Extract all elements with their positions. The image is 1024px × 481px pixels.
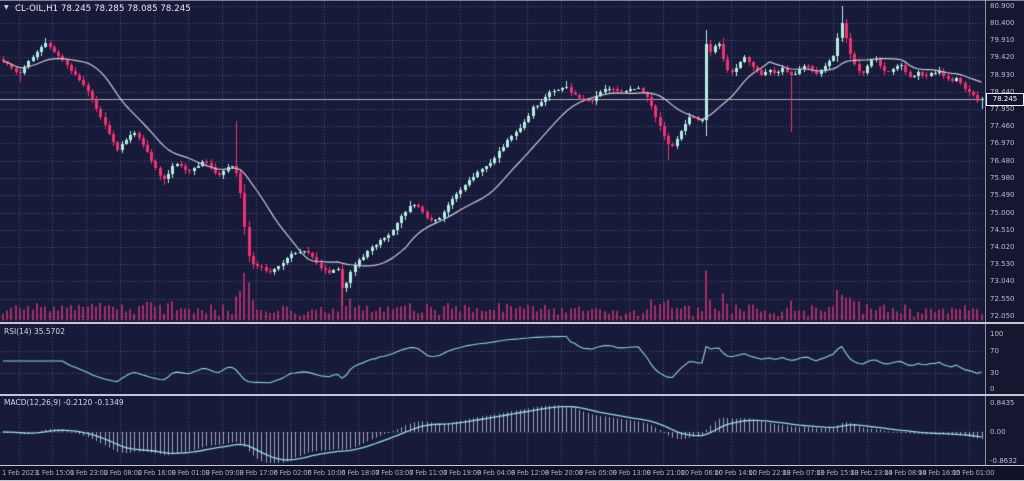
time-axis-label: 6 Feb 10:00 — [307, 469, 346, 477]
macd-axis-label: -0.8632 — [990, 457, 1018, 466]
current-price-tag: 78.245 — [986, 92, 1024, 106]
time-axis-label: 3 Feb 09:00 — [205, 469, 244, 477]
macd-axis-label: 0.8435 — [990, 399, 1015, 408]
panel-separator-rsi-macd[interactable] — [0, 393, 1024, 396]
price-axis-label: 77.460 — [990, 122, 1015, 131]
window-top-edge — [0, 0, 1024, 1]
price-axis-label: 80.400 — [990, 19, 1015, 28]
price-axis-label: 74.020 — [990, 242, 1015, 251]
time-axis-label: 9 Feb 21:00 — [646, 469, 685, 477]
rsi-axis-label: 70 — [990, 346, 999, 355]
time-axis-label: 10 Feb 06:00 — [680, 469, 723, 477]
price-axis-label: 78.930 — [990, 70, 1015, 79]
time-axis-label: 6 Feb 02:00 — [273, 469, 312, 477]
time-axis-label: 7 Feb 19:00 — [443, 469, 482, 477]
time-axis-label: 7 Feb 03:00 — [375, 469, 414, 477]
price-axis-label: 76.970 — [990, 139, 1015, 148]
time-axis-label: 10 Feb 14:00 — [714, 469, 757, 477]
time-axis-label: 9 Feb 05:00 — [578, 469, 617, 477]
symbol-marker-icon: ▼ — [4, 4, 9, 11]
price-axis-label: 80.900 — [990, 1, 1015, 10]
macd-indicator-label: MACD(12,26,9) -0.2120 -0.1349 — [4, 398, 124, 407]
time-axis-label: 8 Feb 20:00 — [544, 469, 583, 477]
time-axis-label: 1 Feb 2023 — [2, 469, 38, 477]
time-axis-label: 13 Feb 15:00 — [816, 469, 859, 477]
time-axis-label: 13 Feb 23:00 — [850, 469, 893, 477]
time-axis-label: 14 Feb 16:00 — [918, 469, 961, 477]
price-axis-label: 72.550 — [990, 294, 1015, 303]
rsi-axis-label: 100 — [990, 330, 1004, 338]
price-axis-label: 75.980 — [990, 174, 1015, 183]
chart-title: CL-OIL,H1 78.245 78.285 78.085 78.245 — [15, 4, 191, 14]
price-axis-label: 79.910 — [990, 36, 1015, 45]
time-axis-label: 9 Feb 13:00 — [612, 469, 651, 477]
time-axis-label: 15 Feb 01:00 — [952, 469, 995, 477]
time-axis-label: 7 Feb 11:00 — [409, 469, 448, 477]
rsi-indicator-label: RSI(14) 35.5702 — [4, 327, 65, 336]
price-axis-label: 77.950 — [990, 105, 1015, 114]
panel-separator-main-rsi[interactable] — [0, 322, 1024, 324]
rsi-axis-label: 0 — [990, 385, 995, 393]
time-axis-label: 13 Feb 07:00 — [782, 469, 825, 477]
price-axis-label: 75.000 — [990, 208, 1015, 217]
time-axis-label: 10 Feb 22:00 — [748, 469, 791, 477]
time-axis-label: 3 Feb 01:00 — [171, 469, 210, 477]
price-axis[interactable]: 80.900 80.400 79.910 79.420 78.930 78.440 77.9… — [985, 0, 1024, 465]
time-axis-label: 1 Feb 15:00 — [35, 469, 74, 477]
time-axis-label: 8 Feb 04:00 — [477, 469, 516, 477]
price-axis-label: 76.480 — [990, 156, 1015, 165]
time-axis-label: 6 Feb 18:00 — [341, 469, 380, 477]
price-axis-label: 78.440 — [990, 88, 1015, 96]
panel-separator-macd-time[interactable] — [0, 464, 1024, 466]
time-axis-label: 2 Feb 16:00 — [137, 469, 176, 477]
price-axis-label: 73.040 — [990, 277, 1015, 286]
macd-axis-label: 0.00 — [990, 428, 1006, 436]
time-axis[interactable]: 1 Feb 2023 1 Feb 15:00 1 Feb 23:00 2 Feb 08… — [0, 466, 1024, 481]
price-axis-label: 72.050 — [990, 312, 1015, 321]
time-axis-label: 8 Feb 12:00 — [510, 469, 550, 477]
price-axis-label: 73.530 — [990, 260, 1015, 269]
current-price-value: 78.245 — [992, 94, 1018, 103]
price-axis-label: 75.490 — [990, 191, 1015, 200]
time-axis-label: 14 Feb 08:00 — [884, 469, 927, 477]
price-axis-label: 79.420 — [990, 53, 1015, 62]
rsi-axis-label: 30 — [990, 368, 999, 377]
time-axis-label: 1 Feb 23:00 — [69, 469, 108, 477]
time-axis-label: 3 Feb 17:00 — [239, 469, 278, 477]
time-axis-label: 2 Feb 08:00 — [103, 469, 142, 477]
price-axis-label: 74.510 — [990, 225, 1015, 234]
window-bottom-edge — [0, 479, 1024, 481]
